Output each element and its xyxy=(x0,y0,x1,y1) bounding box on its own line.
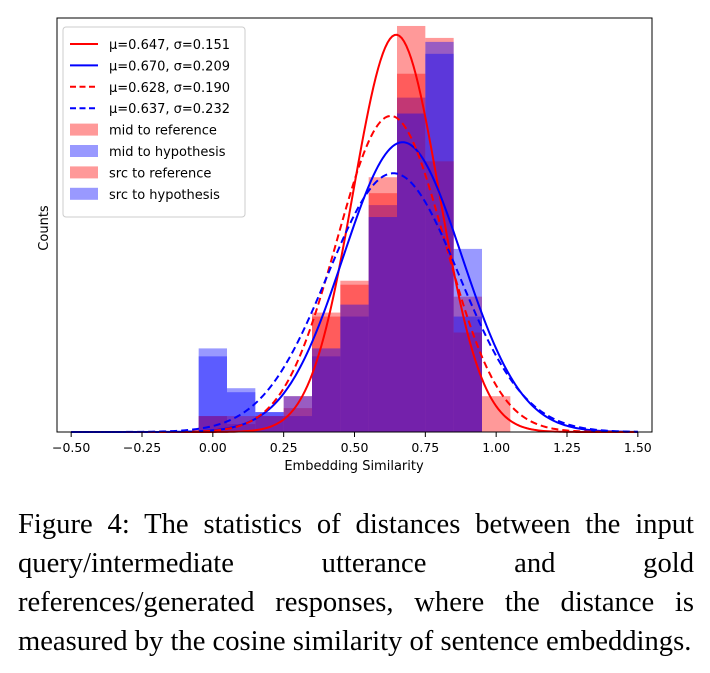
legend-swatch-0 xyxy=(70,123,98,136)
legend-label: μ=0.647, σ=0.151 xyxy=(109,38,230,53)
bar-src-to-reference-6 xyxy=(368,193,397,432)
figure-caption: Figure 4: The statistics of distances be… xyxy=(18,509,694,657)
x-tick-label: 0.25 xyxy=(270,440,298,455)
legend-label: src to reference xyxy=(109,166,211,181)
bar-src-to-reference-7 xyxy=(397,73,426,432)
x-tick-label: 0.75 xyxy=(411,440,439,455)
x-tick-label: 0.00 xyxy=(199,440,227,455)
bar-src-to-hypothesis-0 xyxy=(198,356,227,432)
x-axis-ticks: −0.50 −0.25 0.00 0.25 0.50 0.75 1.00 1.25 1.50 xyxy=(52,432,652,455)
bar-mid-to-reference-10 xyxy=(482,396,511,432)
x-tick-label: 1.50 xyxy=(624,440,652,455)
bar-mid-to-hypothesis-5 xyxy=(340,316,369,432)
legend-label: src to hypothesis xyxy=(109,188,220,203)
bar-mid-to-hypothesis-7 xyxy=(397,97,426,432)
x-tick-label: 1.00 xyxy=(482,440,510,455)
legend-swatch-3 xyxy=(70,187,98,200)
bar-mid-to-reference-1 xyxy=(227,424,256,432)
fit-curve-3 xyxy=(71,172,638,433)
legend-label: μ=0.637, σ=0.232 xyxy=(109,102,230,117)
bar-src-to-hypothesis-3 xyxy=(283,396,312,432)
bar-mid-to-reference-6 xyxy=(368,177,397,432)
legend-label: mid to hypothesis xyxy=(109,145,226,160)
x-axis-label: Embedding Similarity xyxy=(284,459,424,474)
bar-mid-to-hypothesis-8 xyxy=(425,41,454,433)
bar-src-to-hypothesis-6 xyxy=(368,217,397,432)
legend-label: mid to reference xyxy=(109,124,217,139)
x-tick-label: −0.50 xyxy=(52,440,90,455)
bar-mid-to-reference-4 xyxy=(312,316,341,432)
x-tick-label: 1.25 xyxy=(553,440,581,455)
bar-src-to-reference-5 xyxy=(340,284,369,432)
histogram-chart: −0.50 −0.25 0.00 0.25 0.50 0.75 1.00 1.25 1.50 E… xyxy=(37,17,653,474)
bar-src-to-hypothesis-2 xyxy=(255,412,284,432)
bar-mid-to-hypothesis-0 xyxy=(198,348,227,432)
bar-src-to-reference-8 xyxy=(425,161,454,433)
bar-mid-to-hypothesis-3 xyxy=(283,416,312,432)
bar-mid-to-hypothesis-2 xyxy=(255,412,284,432)
legend: μ=0.647, σ=0.151 μ=0.670, σ=0.209 μ=0.628,… xyxy=(62,26,246,218)
bar-src-to-hypothesis-7 xyxy=(397,113,426,433)
legend-label: μ=0.628, σ=0.190 xyxy=(109,81,230,96)
x-tick-label: −0.25 xyxy=(123,440,161,455)
bar-src-to-hypothesis-5 xyxy=(340,304,369,432)
legend-box xyxy=(62,26,246,218)
y-axis-label: Counts xyxy=(37,205,52,251)
bar-mid-to-hypothesis-9 xyxy=(453,248,482,432)
bar-src-to-hypothesis-8 xyxy=(425,53,454,432)
legend-label: μ=0.670, σ=0.209 xyxy=(109,59,230,74)
bar-mid-to-reference-5 xyxy=(340,280,369,432)
legend-swatch-2 xyxy=(70,166,98,179)
bar-src-to-reference-9 xyxy=(453,332,482,432)
bar-mid-to-reference-8 xyxy=(425,37,454,433)
bar-mid-to-hypothesis-6 xyxy=(368,205,397,432)
legend-swatch-1 xyxy=(70,145,98,157)
x-tick-label: 0.50 xyxy=(341,440,369,455)
bar-mid-to-hypothesis-4 xyxy=(312,356,341,432)
